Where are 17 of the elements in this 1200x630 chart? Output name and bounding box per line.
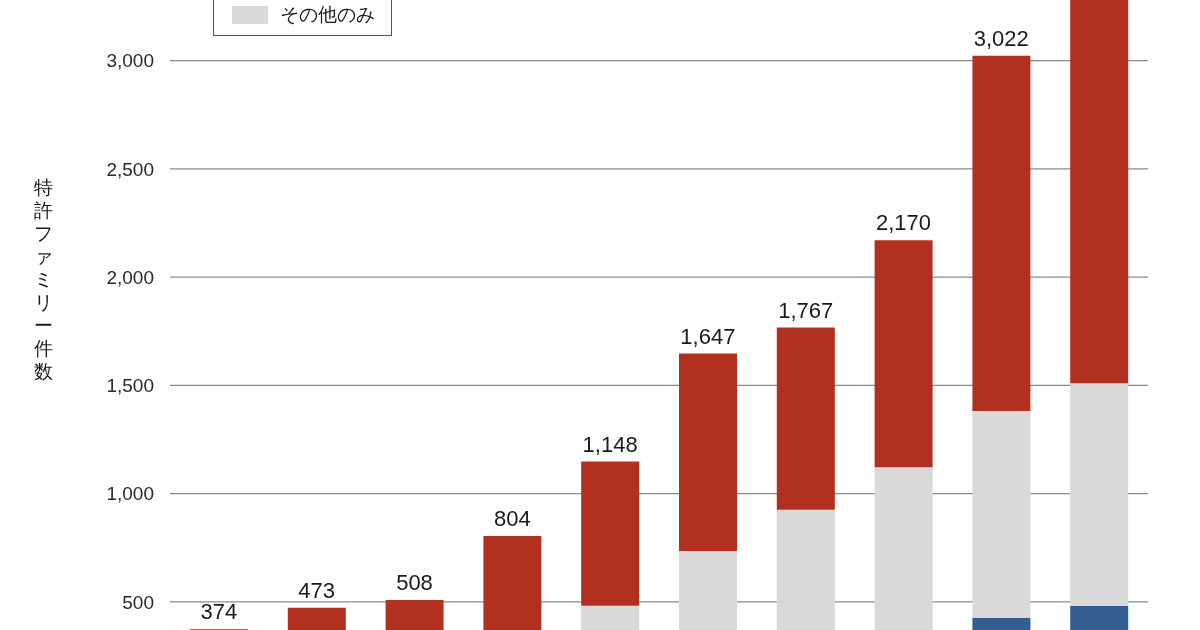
y-tick-label: 2,000 [106, 266, 154, 288]
legend-label: その他のみ [280, 3, 375, 27]
y-tick-label: 1,500 [106, 375, 154, 397]
total-label: 473 [298, 577, 336, 603]
y-tick-label: 500 [122, 591, 154, 613]
total-label: 1,647 [680, 323, 736, 349]
y-tick-label: 2,500 [106, 158, 154, 180]
y-tick-label: 3,000 [106, 50, 154, 72]
total-label: 1,148 [582, 431, 638, 457]
total-label: 374 [200, 599, 238, 625]
y-tick-label: 1,000 [106, 483, 154, 505]
total-label: 508 [396, 570, 433, 596]
total-label: 2,170 [875, 210, 932, 236]
total-label: 804 [493, 506, 531, 532]
text: 特許ファミリー件数 [33, 177, 53, 382]
total-label: 3,022 [973, 25, 1029, 51]
total-label: 1,767 [778, 297, 834, 323]
